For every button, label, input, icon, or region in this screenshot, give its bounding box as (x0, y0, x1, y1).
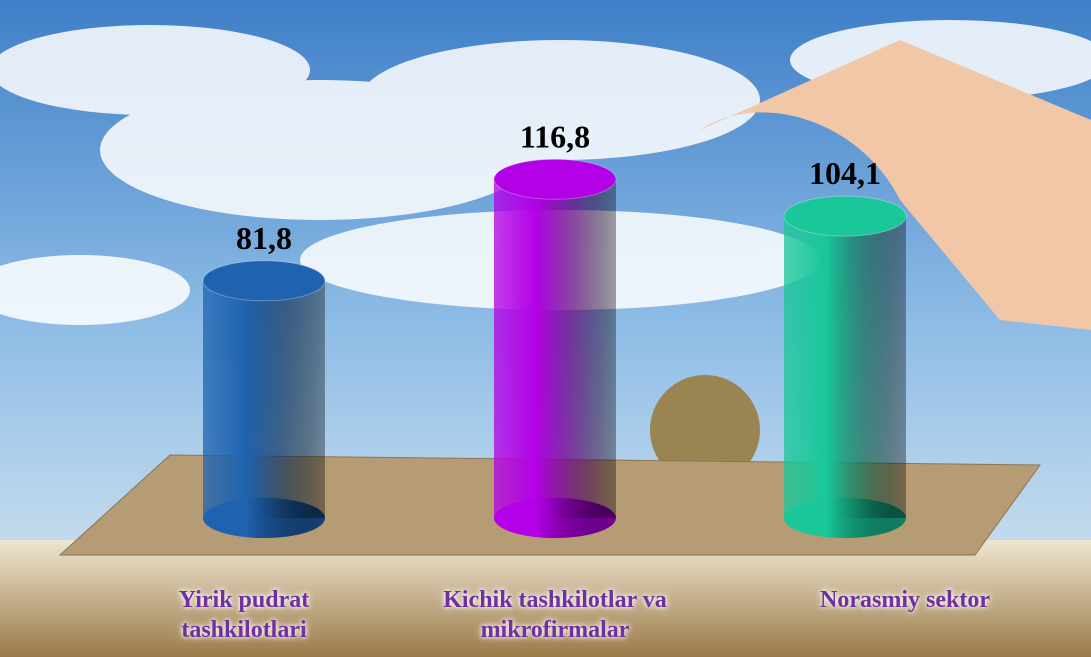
coin (650, 375, 760, 485)
hand (700, 40, 1091, 330)
cylinder-top (202, 260, 326, 302)
cylinder-top (493, 158, 617, 200)
category-label: Kichik tashkilotlar va mikrofirmalar (443, 587, 667, 643)
value-label: 116,8 (520, 118, 590, 154)
cylinder-bottom-shade (494, 498, 616, 538)
cylinder-top (783, 195, 907, 237)
category-label: Yirik pudrat tashkilotlari (178, 587, 310, 643)
cylinder (784, 216, 906, 519)
cylinder-bottom-shade (203, 498, 325, 538)
cylinder (203, 280, 325, 518)
cylinder-bottom-shade (784, 498, 906, 538)
cylinder (494, 179, 616, 518)
coins-ground (0, 540, 1091, 657)
clouds (0, 20, 1091, 325)
value-label: 104,1 (809, 155, 881, 191)
value-label: 81,8 (236, 220, 292, 256)
category-label: Norasmiy sektor (820, 587, 990, 613)
